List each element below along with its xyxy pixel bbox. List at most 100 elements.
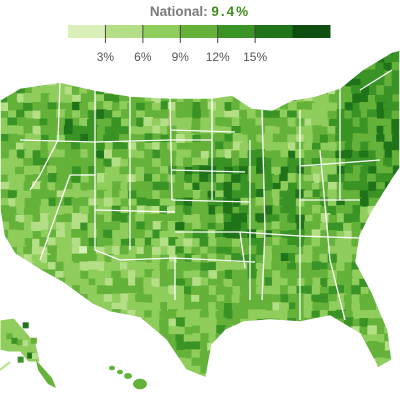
- state-border: [171, 199, 251, 203]
- county-cell: [47, 102, 58, 112]
- hawaii-island: [133, 378, 147, 390]
- county-cell: [231, 374, 241, 378]
- county-cell: [375, 350, 386, 361]
- county-cell: [63, 374, 73, 378]
- county-cell: [144, 230, 155, 240]
- county-cell: [112, 245, 122, 256]
- county-cell: [256, 350, 267, 361]
- county-cell: [143, 277, 153, 287]
- county-cell: [144, 133, 155, 143]
- county-cell: [143, 262, 153, 273]
- county-cell: [72, 285, 82, 295]
- county-cell: [239, 77, 250, 87]
- county-cell: [79, 102, 89, 113]
- county-cell: [384, 54, 394, 65]
- county-cell: [231, 77, 242, 87]
- county-cell: [384, 134, 395, 144]
- county-cell: [215, 213, 226, 224]
- county-cell: [367, 325, 377, 335]
- county-cell: [375, 69, 386, 79]
- county-cell: [247, 285, 258, 296]
- county-cell: [344, 205, 355, 215]
- county-cell: [136, 117, 146, 128]
- county-cell: [376, 134, 386, 144]
- county-cell: [384, 253, 395, 263]
- county-cell: [72, 133, 82, 144]
- county-cell: [304, 150, 314, 160]
- county-cell: [87, 222, 98, 233]
- county-cell: [216, 94, 227, 104]
- county-cell: [239, 149, 249, 160]
- county-cell: [327, 78, 338, 88]
- county-cell: [24, 294, 35, 305]
- county-cell: [224, 133, 235, 144]
- county-cell: [264, 62, 274, 73]
- county-cell: [192, 341, 203, 351]
- county-cell: [32, 102, 43, 112]
- county-cell: [64, 62, 75, 72]
- county-cell: [336, 50, 346, 56]
- county-cell: [304, 61, 314, 72]
- county-cell: [7, 77, 18, 88]
- county-cell: [32, 157, 43, 168]
- county-cell: [232, 141, 243, 151]
- county-cell: [367, 294, 378, 305]
- county-cell: [151, 78, 161, 89]
- county-cell: [48, 173, 58, 183]
- county-cell: [152, 318, 163, 329]
- county-cell: [248, 349, 258, 360]
- county-cell: [208, 302, 218, 312]
- county-cell: [328, 150, 339, 161]
- county-cell: [168, 373, 179, 378]
- county-cell: [303, 174, 314, 185]
- county-cell: [343, 270, 354, 281]
- county-cell: [391, 373, 400, 378]
- legend-swatch: [142, 25, 181, 38]
- county-cell: [159, 205, 170, 216]
- county-cell: [15, 261, 25, 272]
- county-cell: [207, 53, 218, 64]
- county-cell: [272, 326, 283, 336]
- county-cell: [240, 213, 251, 223]
- county-cell: [176, 117, 187, 128]
- county-cell: [7, 117, 17, 128]
- county-cell: [39, 118, 50, 129]
- county-cell: [184, 166, 195, 177]
- county-cell: [96, 101, 106, 111]
- county-cell: [64, 230, 75, 240]
- county-cell: [376, 182, 386, 192]
- county-cell: [256, 294, 266, 304]
- county-cell: [121, 382, 131, 392]
- county-cell: [199, 173, 209, 184]
- county-cell: [127, 270, 138, 280]
- county-cell: [192, 238, 202, 248]
- county-cell: [272, 205, 282, 216]
- county-cell: [136, 142, 146, 152]
- county-cell: [167, 278, 178, 288]
- county-cell: [367, 190, 378, 201]
- county-cell: [144, 237, 155, 248]
- county-cell: [32, 181, 42, 191]
- county-cell: [88, 350, 99, 360]
- county-cell: [95, 278, 105, 288]
- county-cell: [128, 293, 138, 303]
- county-cell: [192, 182, 203, 193]
- county-cell: [215, 85, 226, 96]
- county-cell: [143, 173, 154, 184]
- county-cell: [303, 341, 314, 352]
- county-cell: [336, 309, 347, 320]
- county-cell: [271, 189, 282, 199]
- county-cell: [151, 278, 161, 288]
- county-cell: [135, 277, 145, 288]
- county-cell: [264, 357, 275, 368]
- county-cell: [271, 166, 281, 177]
- county-cell: [87, 317, 98, 327]
- county-cell: [215, 190, 225, 201]
- county-cell: [104, 141, 115, 152]
- county-cell: [296, 77, 306, 88]
- county-cell: [127, 205, 138, 215]
- county-cell: [175, 246, 185, 256]
- county-cell: [168, 254, 179, 265]
- county-cell: [376, 278, 387, 289]
- county-cell: [0, 150, 10, 161]
